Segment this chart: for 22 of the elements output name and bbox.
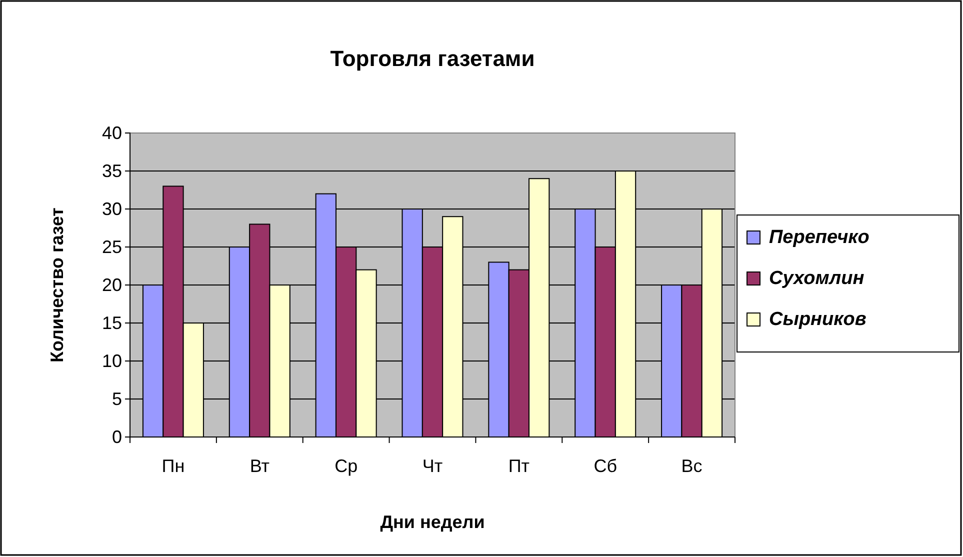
y-tick-label: 15 — [102, 312, 122, 333]
x-tick-label: Сб — [594, 456, 618, 476]
legend-label: Перепечко — [769, 227, 870, 248]
y-tick-label: 30 — [102, 198, 122, 219]
legend-label: Сухомлин — [769, 268, 865, 289]
y-tick-label: 20 — [102, 274, 122, 295]
x-tick-label: Вс — [681, 456, 702, 476]
y-tick-label: 0 — [112, 426, 122, 447]
y-tick-label: 40 — [102, 122, 122, 143]
x-tick-label: Чт — [422, 456, 443, 476]
x-tick-label: Пт — [508, 456, 530, 476]
y-tick-label: 35 — [102, 160, 122, 181]
chart-title: Торговля газетами — [330, 46, 535, 71]
x-tick-label: Ср — [334, 456, 358, 476]
x-axis-title: Дни недели — [380, 512, 485, 532]
x-tick-label: Пн — [162, 456, 185, 476]
y-axis-title: Количество газет — [47, 207, 67, 362]
legend-label: Сырников — [769, 309, 866, 330]
y-tick-label: 5 — [112, 388, 122, 409]
y-tick-label: 10 — [102, 350, 122, 371]
y-tick-label: 25 — [102, 236, 122, 257]
x-tick-label: Вт — [250, 456, 270, 476]
